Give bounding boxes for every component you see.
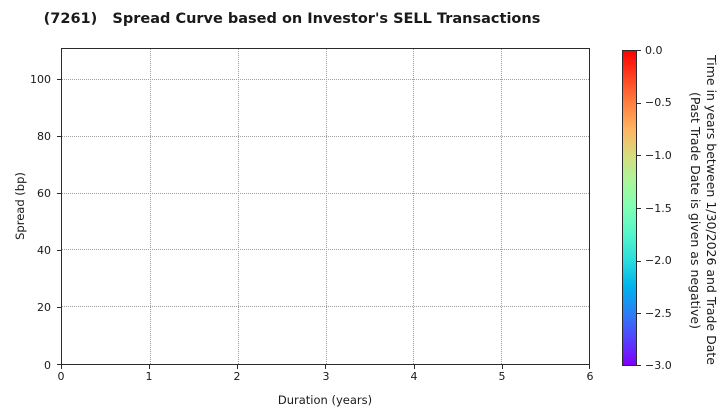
y-tick-label: 80 (37, 130, 51, 143)
y-tick-label: 0 (44, 359, 51, 372)
x-tickmark (414, 365, 415, 369)
y-tick-label: 40 (37, 244, 51, 257)
x-tickmark (589, 365, 590, 369)
gridline-x1 (149, 49, 151, 364)
colorbar-tick-label: −2.5 (645, 307, 672, 320)
x-tickmark (149, 365, 150, 369)
gridline-y100 (62, 78, 589, 80)
x-tickmark (325, 365, 326, 369)
colorbar-tick-label: −1.5 (645, 202, 672, 215)
gridline-x4 (413, 49, 415, 364)
colorbar-tickmark (637, 365, 641, 366)
colorbar-tick-label: −3.0 (645, 359, 672, 372)
x-tick-label: 3 (322, 370, 330, 383)
y-tick-label: 60 (37, 187, 51, 200)
chart-title: (7261) Spread Curve based on Investor's … (43, 11, 541, 27)
y-tick-label: 20 (37, 301, 51, 314)
x-tick-label: 6 (586, 370, 594, 383)
colorbar-tickmark (637, 208, 641, 209)
colorbar-tick-label: −1.0 (645, 149, 672, 162)
x-tick-label: 5 (498, 370, 506, 383)
colorbar-tick-label: −0.5 (645, 96, 672, 109)
colorbar-label-line2: (Past Trade Date is given as negative) (687, 91, 703, 329)
gridline-y60 (62, 192, 589, 194)
colorbar-tick-label: 0.0 (645, 44, 663, 57)
y-axis-label: Spread (bp) (13, 172, 27, 240)
y-tickmark (57, 307, 61, 308)
x-tickmark (502, 365, 503, 369)
y-tickmark (57, 364, 61, 365)
y-tickmark (57, 193, 61, 194)
x-tick-label: 4 (410, 370, 418, 383)
colorbar-tick-label: −2.0 (645, 254, 672, 267)
colorbar-tickmark (637, 313, 641, 314)
x-tick-label: 1 (145, 370, 153, 383)
x-axis-label: Duration (years) (277, 393, 373, 407)
gridline-x5 (501, 49, 503, 364)
gridline-y40 (62, 249, 589, 251)
colorbar-label-line1: Time in years between 1/30/2026 and Trad… (704, 55, 719, 365)
colorbar-tickmark (637, 103, 641, 104)
colorbar-axis-label: Time in years between 1/30/2026 and Trad… (685, 0, 719, 420)
colorbar-tickmark (637, 50, 641, 51)
colorbar-tickmark (637, 261, 641, 262)
plot-area (61, 48, 590, 365)
x-tickmark (237, 365, 238, 369)
colorbar-tickmark (637, 155, 641, 156)
gridline-x2 (237, 49, 239, 364)
y-tick-label: 100 (30, 73, 51, 86)
gridline-y20 (62, 306, 589, 308)
x-tickmark (61, 365, 62, 369)
y-tickmark (57, 136, 61, 137)
y-tickmark (57, 79, 61, 80)
x-tick-label: 0 (57, 370, 65, 383)
y-tickmark (57, 250, 61, 251)
x-tick-label: 2 (233, 370, 241, 383)
colorbar-gradient (622, 50, 637, 366)
gridline-x3 (325, 49, 327, 364)
gridline-y80 (62, 135, 589, 137)
